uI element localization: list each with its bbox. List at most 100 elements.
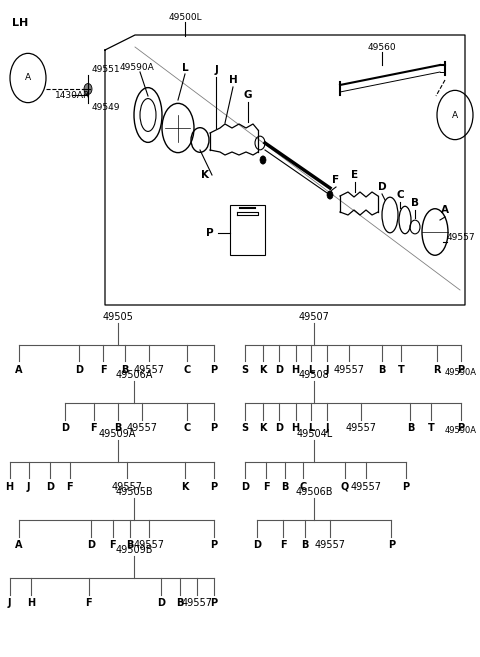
Text: S: S — [241, 365, 248, 374]
Text: L: L — [182, 63, 188, 73]
Text: 1430AR: 1430AR — [55, 91, 90, 99]
Text: 49506A: 49506A — [116, 371, 153, 380]
Text: C: C — [183, 423, 191, 433]
Text: P: P — [457, 365, 464, 374]
Text: T: T — [397, 365, 404, 374]
Text: A: A — [15, 365, 23, 374]
Text: 49557: 49557 — [350, 482, 381, 491]
Text: F: F — [333, 175, 339, 185]
Text: 49509A: 49509A — [99, 429, 136, 439]
Text: P: P — [210, 482, 217, 491]
Text: H: H — [292, 365, 300, 374]
Text: F: F — [85, 598, 92, 608]
Text: K: K — [259, 423, 267, 433]
Text: K: K — [201, 170, 209, 180]
Text: D: D — [61, 423, 69, 433]
Text: S: S — [241, 423, 248, 433]
Circle shape — [260, 156, 266, 164]
Text: H: H — [6, 482, 13, 491]
Bar — [230, 205, 265, 255]
Text: 49557: 49557 — [112, 482, 143, 491]
Text: P: P — [210, 423, 217, 433]
Text: 49507: 49507 — [299, 312, 330, 322]
Text: B: B — [176, 598, 184, 608]
Text: J: J — [325, 365, 329, 374]
Text: P: P — [210, 365, 217, 374]
Text: F: F — [90, 423, 97, 433]
Text: D: D — [47, 482, 54, 491]
Text: R: R — [433, 365, 441, 374]
Text: 49557: 49557 — [133, 540, 164, 550]
Text: 49557: 49557 — [315, 540, 346, 550]
Text: H: H — [228, 75, 238, 85]
Text: LH: LH — [12, 18, 28, 28]
Text: 49590A: 49590A — [445, 368, 477, 377]
Text: 49509B: 49509B — [116, 545, 153, 555]
Text: 49557: 49557 — [346, 423, 376, 433]
Text: F: F — [263, 482, 270, 491]
Text: B: B — [121, 365, 129, 374]
Text: 49549: 49549 — [92, 102, 120, 112]
Text: D: D — [157, 598, 165, 608]
Text: 49500L: 49500L — [168, 13, 202, 22]
Text: 49590A: 49590A — [120, 62, 155, 72]
Circle shape — [327, 191, 333, 199]
Text: D: D — [253, 540, 261, 550]
Text: P: P — [457, 423, 464, 433]
Text: 49505B: 49505B — [116, 487, 153, 497]
Text: C: C — [396, 190, 404, 200]
Text: P: P — [210, 540, 217, 550]
Text: 49590A: 49590A — [445, 426, 477, 435]
Text: B: B — [114, 423, 121, 433]
Text: J: J — [8, 598, 12, 608]
Text: D: D — [378, 182, 386, 192]
Text: B: B — [281, 482, 289, 491]
Text: 49557: 49557 — [133, 365, 164, 374]
Text: E: E — [351, 170, 359, 180]
Text: B: B — [411, 198, 419, 208]
Text: 49560: 49560 — [368, 43, 396, 52]
Text: D: D — [87, 540, 95, 550]
Text: D: D — [276, 365, 283, 374]
Text: D: D — [75, 365, 83, 374]
Text: P: P — [402, 482, 409, 491]
Text: B: B — [301, 540, 309, 550]
Text: A: A — [441, 205, 449, 215]
Text: J: J — [27, 482, 31, 491]
Text: F: F — [66, 482, 73, 491]
Text: 49504L: 49504L — [296, 429, 333, 439]
Text: J: J — [214, 65, 218, 75]
Text: 49557: 49557 — [447, 233, 476, 242]
Text: D: D — [241, 482, 249, 491]
Text: B: B — [407, 423, 414, 433]
Text: 49557: 49557 — [181, 598, 212, 608]
Text: J: J — [325, 423, 329, 433]
Text: D: D — [276, 423, 283, 433]
Text: 49557: 49557 — [334, 365, 364, 374]
Text: L: L — [308, 365, 314, 374]
Circle shape — [255, 136, 265, 150]
Text: B: B — [126, 540, 133, 550]
Text: H: H — [27, 598, 35, 608]
Text: G: G — [244, 90, 252, 100]
Text: P: P — [206, 228, 214, 238]
Text: 49506B: 49506B — [296, 487, 333, 497]
Text: A: A — [452, 110, 458, 120]
Text: A: A — [15, 540, 23, 550]
Text: P: P — [210, 598, 217, 608]
Text: F: F — [280, 540, 287, 550]
Circle shape — [84, 83, 92, 95]
Text: F: F — [109, 540, 116, 550]
Text: Q: Q — [340, 482, 349, 491]
Text: 49508: 49508 — [299, 371, 330, 380]
Text: 49551: 49551 — [92, 66, 120, 74]
Text: C: C — [183, 365, 191, 374]
Text: T: T — [428, 423, 434, 433]
Text: L: L — [308, 423, 314, 433]
Text: C: C — [300, 482, 307, 491]
Text: H: H — [292, 423, 300, 433]
Text: 49505: 49505 — [102, 312, 133, 322]
Text: A: A — [25, 74, 31, 83]
Text: B: B — [378, 365, 385, 374]
Text: 49557: 49557 — [126, 423, 157, 433]
